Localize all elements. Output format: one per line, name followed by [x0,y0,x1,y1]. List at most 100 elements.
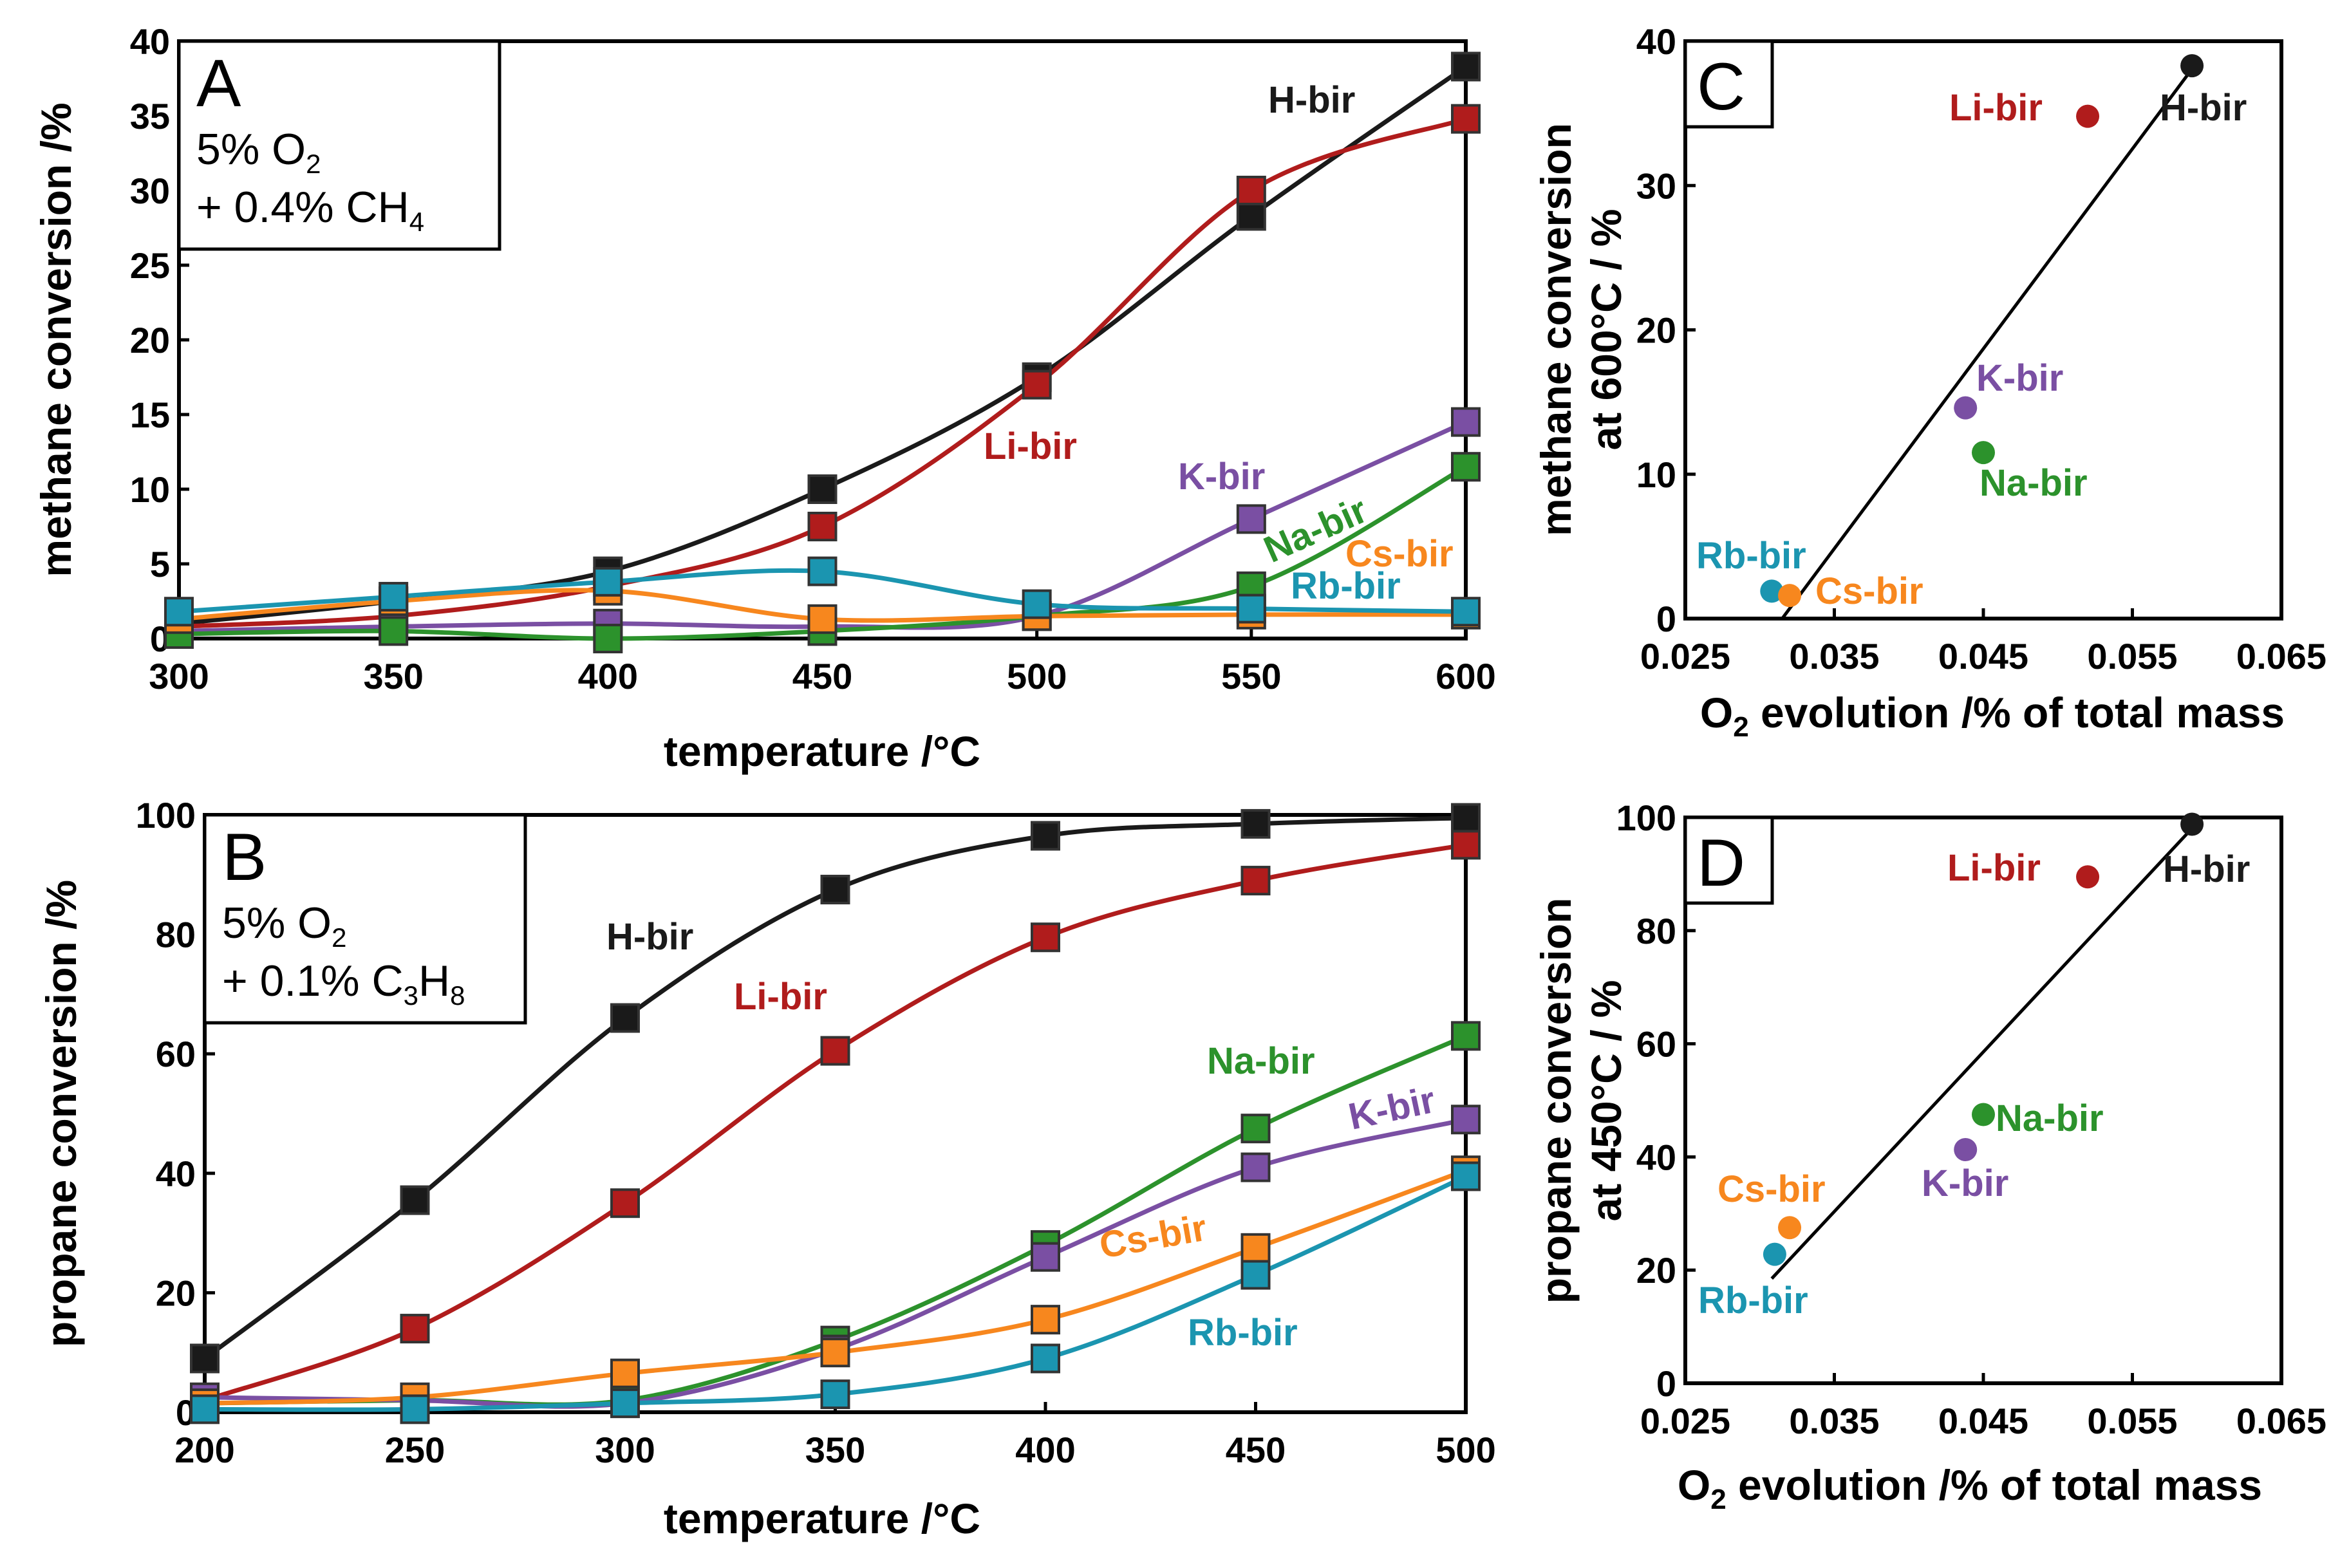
panel-a-marker-rb-bir [1236,593,1266,624]
panel-c-y-axis-title-line-2: at 600°C / % [1582,209,1630,451]
panel-c-x-tick-label: 0.065 [2236,636,2326,677]
panel-a-y-axis-title: methane conversion /% [32,102,80,577]
panel-b-condition-line-1: 5% O2 [222,899,346,953]
panel-b-marker-na-bir [1240,1114,1271,1144]
panel-c-point-li-bir [2076,104,2100,128]
panel-b-x-tick-label: 350 [805,1430,865,1470]
panel-d-x-tick-label: 0.065 [2236,1401,2326,1441]
panel-c-y-tick-label: 20 [1636,310,1676,351]
panel-a-marker-rb-bir [807,556,838,586]
panel-d-label-cs-bir: Cs-bir [1717,1168,1826,1210]
panel-a-x-tick-label: 400 [578,656,638,696]
panel-d-trend-line [1770,830,2191,1280]
panel-d-x-tick-label: 0.055 [2087,1401,2177,1441]
panel-b-x-axis-title: temperature /°C [664,1495,980,1542]
panel-a-marker-na-bir [379,616,409,646]
panel-a-x-tick-label: 450 [792,656,852,696]
panel-b-marker-h-bir [820,875,850,904]
panel-a-marker-cs-bir [807,604,838,634]
panel-a-x-tick-label: 350 [363,656,423,696]
panel-b-series-markers [190,803,1481,1424]
panel-b-marker-na-bir [1451,1021,1481,1051]
panel-b-marker-h-bir [1031,821,1060,851]
panel-a-label-cs-bir: Cs-bir [1345,533,1454,575]
panel-d-x-axis-title: O2 evolution /% of total mass [1678,1461,2262,1515]
panel-a-y-tick-label: 15 [130,395,170,435]
panel-c-letter-box [1683,39,1774,129]
panel-b-marker-li-bir [1031,922,1060,953]
panel-a-marker-h-bir [1451,51,1481,82]
panel-b-marker-rb-bir [1451,1161,1481,1191]
panel-a-x-tick-label: 500 [1007,656,1067,696]
panel-b-marker-h-bir [1240,808,1271,839]
panel-b-condition-box [203,813,527,1025]
panel-b-marker-rb-bir [1031,1343,1060,1374]
panel-b-label-cs-bir: Cs-bir [1096,1207,1210,1267]
panel-a-series-labels: H-bir Li-bir K-bir Na-bir Cs-bir Rb-bir [984,79,1454,607]
panel-a-marker-rb-bir [1451,597,1481,627]
panel-a-marker-rb-bir [164,597,194,627]
panel-b-marker-cs-bir [1031,1305,1060,1335]
panel-a-x-tick-label: 600 [1436,656,1495,696]
panel-d-point-h-bir [2180,812,2204,836]
panel-d-fit-line [1770,830,2191,1280]
panel-a-marker-rb-bir [593,566,623,597]
panel-b-label-na-bir: Na-bir [1207,1040,1315,1082]
panel-a-y-tick-label: 20 [130,320,170,360]
panel-b-marker-rb-bir [1240,1260,1271,1290]
panel-c-x-tick-label: 0.055 [2087,636,2177,677]
panel-d-points [1763,812,2204,1266]
panel-a-label-k-bir: K-bir [1178,456,1265,498]
panel-a-series-markers [164,51,1481,653]
panel-b-marker-li-bir [400,1314,430,1344]
panel-c-points [1760,54,2204,608]
panel-b-condition-line-2: + 0.1% C3H8 [222,957,465,1011]
panel-a-y-tick-label: 40 [130,21,170,62]
panel-d-label-k-bir: K-bir [1922,1162,2008,1204]
panel-a-condition-line-2: + 0.4% CH4 [196,183,424,237]
panel-b-marker-k-bir [1451,1105,1481,1135]
panel-b-marker-rb-bir [400,1394,430,1424]
panel-d-axes: 0 20 40 60 80 100 0.025 0.035 0.045 0.055 0.065 [1616,798,2327,1441]
panel-a-label-li-bir: Li-bir [984,425,1077,467]
panel-d-label-na-bir: Na-bir [1996,1097,2104,1139]
panel-c-label-li-bir: Li-bir [1949,87,2043,129]
panel-a-y-tick-label: 5 [150,544,170,584]
panel-a-marker-k-bir [1451,407,1481,437]
panel-a-label-h-bir: H-bir [1268,79,1355,121]
panel-a-marker-h-bir [807,474,838,504]
panel-b-y-axis-title: propane conversion /% [37,880,85,1347]
panel-d-y-tick-label: 0 [1656,1363,1676,1404]
panel-b-marker-cs-bir [1240,1233,1271,1263]
panel-b-line-rb-bir [204,1174,1467,1412]
panel-a-marker-na-bir [1451,452,1481,482]
panel-d-y-tick-label: 40 [1636,1137,1676,1177]
panel-d-point-labels: Li-bir H-bir Na-bir K-bir Cs-bir Rb-bir [1698,847,2250,1321]
panel-a-marker-li-bir [1236,176,1266,205]
panel-a-y-tick-label: 35 [130,96,170,136]
panel-a-y-tick-label: 10 [130,469,170,510]
panel-d-x-tick-label: 0.035 [1789,1401,1879,1441]
panel-b-marker-k-bir [1240,1152,1271,1182]
panel-a-x-tick-label: 550 [1221,656,1281,696]
panel-a-marker-h-bir [1236,201,1266,231]
panel-b-y-tick-label: 80 [156,915,196,955]
panel-b-y-tick-label: 100 [136,795,196,835]
panel-d-point-na-bir [1972,1103,1995,1126]
panel-b-x-tick-label: 300 [595,1430,655,1470]
panel-b-label-li-bir: Li-bir [734,976,827,1018]
panel-c-fit-line [1781,71,2191,620]
panel-d-point-li-bir [2076,865,2100,889]
panel-d-y-tick-label: 80 [1636,911,1676,951]
panel-d-y-axis-title-line-1: propane conversion [1532,898,1580,1304]
panel-a-y-tick-label: 25 [130,245,170,286]
panel-c-point-h-bir [2180,54,2204,78]
panel-d-x-tick-label: 0.025 [1640,1401,1730,1441]
panel-d-y-tick-label: 20 [1636,1250,1676,1291]
panel-c-point-labels: Li-bir H-bir K-bir Na-bir Rb-bir Cs-bir [1696,87,2247,612]
panel-d-y-tick-label: 100 [1616,798,1676,838]
